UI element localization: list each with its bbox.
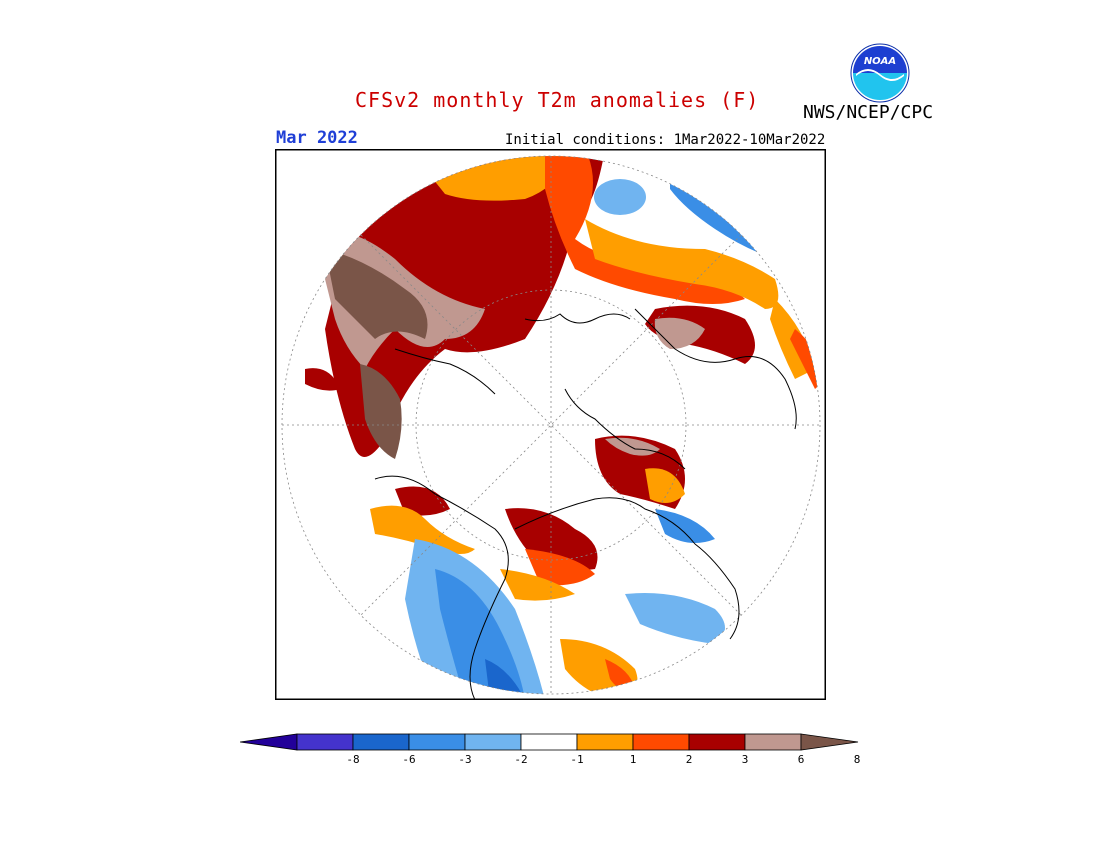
anomaly-region-mild [645,468,685,503]
colorbar-swatch [296,733,354,751]
noaa-logo: NOAA [850,43,910,103]
noaa-logo-text: NOAA [864,56,896,67]
anomaly-region-cold [655,509,715,543]
colorbar-swatch [464,733,522,751]
anomaly-region-moderate [525,549,595,586]
anomaly-region-cool [594,179,646,215]
anomaly-region-warm [305,368,340,391]
anomaly-region-warm [325,156,605,457]
colorbar-swatch [352,733,410,751]
colorbar-tick-label: -8 [346,753,359,766]
colorbar-tick-label: 1 [630,753,637,766]
colorbar-tick-label: -1 [570,753,583,766]
graticule [281,155,821,695]
colorbar-arrow-high [800,733,859,751]
colorbar: -8 -6 -3 -2 -1 1 2 3 6 8 [240,733,861,766]
colorbar-swatch [744,733,802,751]
colorbar-tick-label: -2 [514,753,527,766]
colorbar-swatch [520,733,578,751]
anomaly-region-moderate [545,156,745,304]
anomaly-region-mild [585,219,779,309]
colorbar-tick-label: -3 [458,753,471,766]
colorbar-swatch [408,733,466,751]
colorbar-tick-label: -6 [402,753,415,766]
anomaly-region-extreme [325,249,428,339]
colorbar-swatch [576,733,634,751]
colorbar-arrow-low [240,733,298,751]
anomaly-region-cool [625,593,725,644]
colorbar-swatch [688,733,746,751]
map-title: CFSv2 monthly T2m anomalies (F) [355,88,760,112]
anomaly-region-extreme [360,364,402,459]
anomaly-region-mild [500,569,575,601]
colorbar-tick-label: 8 [854,753,861,766]
initial-conditions: Initial conditions: 1Mar2022-10Mar2022 [505,132,826,148]
forecast-month: Mar 2022 [276,128,358,148]
anomaly-region-hot [605,437,660,456]
anomaly-region-warm [395,486,450,516]
colorbar-swatch [632,733,690,751]
colorbar-tick-label: 6 [798,753,805,766]
coastlines [374,308,797,700]
agency-label: NWS/NCEP/CPC [803,102,934,123]
anomaly-region-warm [505,508,598,571]
colorbar-tick-label: 3 [742,753,749,766]
anomaly-region-moderate [605,659,635,691]
colorbar-tick-label: 2 [686,753,693,766]
polar-anomaly-map [275,149,826,700]
anomaly-region-mild [370,505,475,554]
